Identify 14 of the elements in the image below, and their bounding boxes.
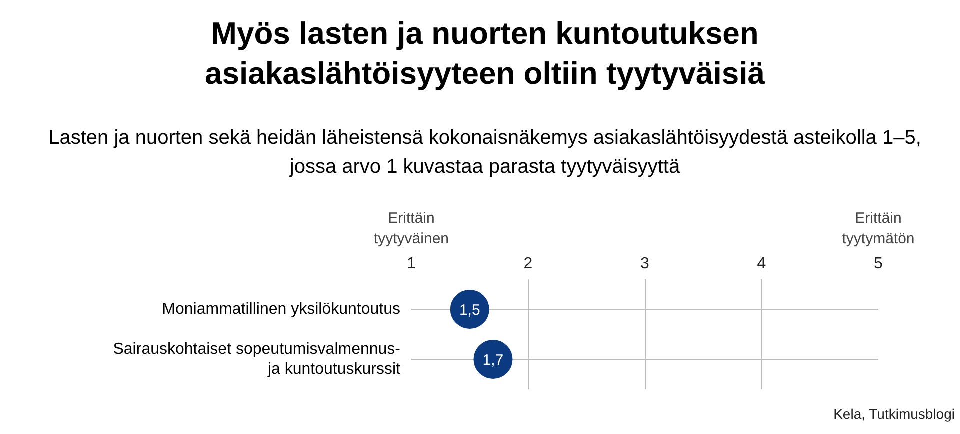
y-tick-label: Moniammatillinen yksilökuntoutus xyxy=(162,301,400,318)
y-tick-label: Sairauskohtaiset sopeutumisvalmennus- ja kuntoutuskurssit xyxy=(113,340,402,378)
text: Erittäin tyytymätön xyxy=(842,210,915,248)
x-tick-label: 4 xyxy=(757,256,766,272)
x-tick-label: 1 xyxy=(407,256,416,272)
chart-subtitle: Lasten ja nuorten sekä heidän läheistensä kokonaisnäkemys asiakaslähtöisyydestä asteikolla 1–5, jossa arvo 1 kuvastaa parasta tyytyväisyyttä xyxy=(48,126,922,180)
x-tick-label: 5 xyxy=(874,256,884,272)
chart-title: Myös lasten ja nuorten kuntoutuksen asiakaslähtöisyyteen oltiin tyytyväisiä xyxy=(205,15,765,93)
text: 1,5 xyxy=(459,302,480,319)
x-tick-label: 3 xyxy=(640,256,650,272)
text: Erittäin tyytyväinen xyxy=(374,210,450,248)
x-tick-label: 2 xyxy=(524,256,533,272)
text: 1,7 xyxy=(482,352,504,369)
text: Kela, Tutkimusblogi xyxy=(834,405,955,424)
